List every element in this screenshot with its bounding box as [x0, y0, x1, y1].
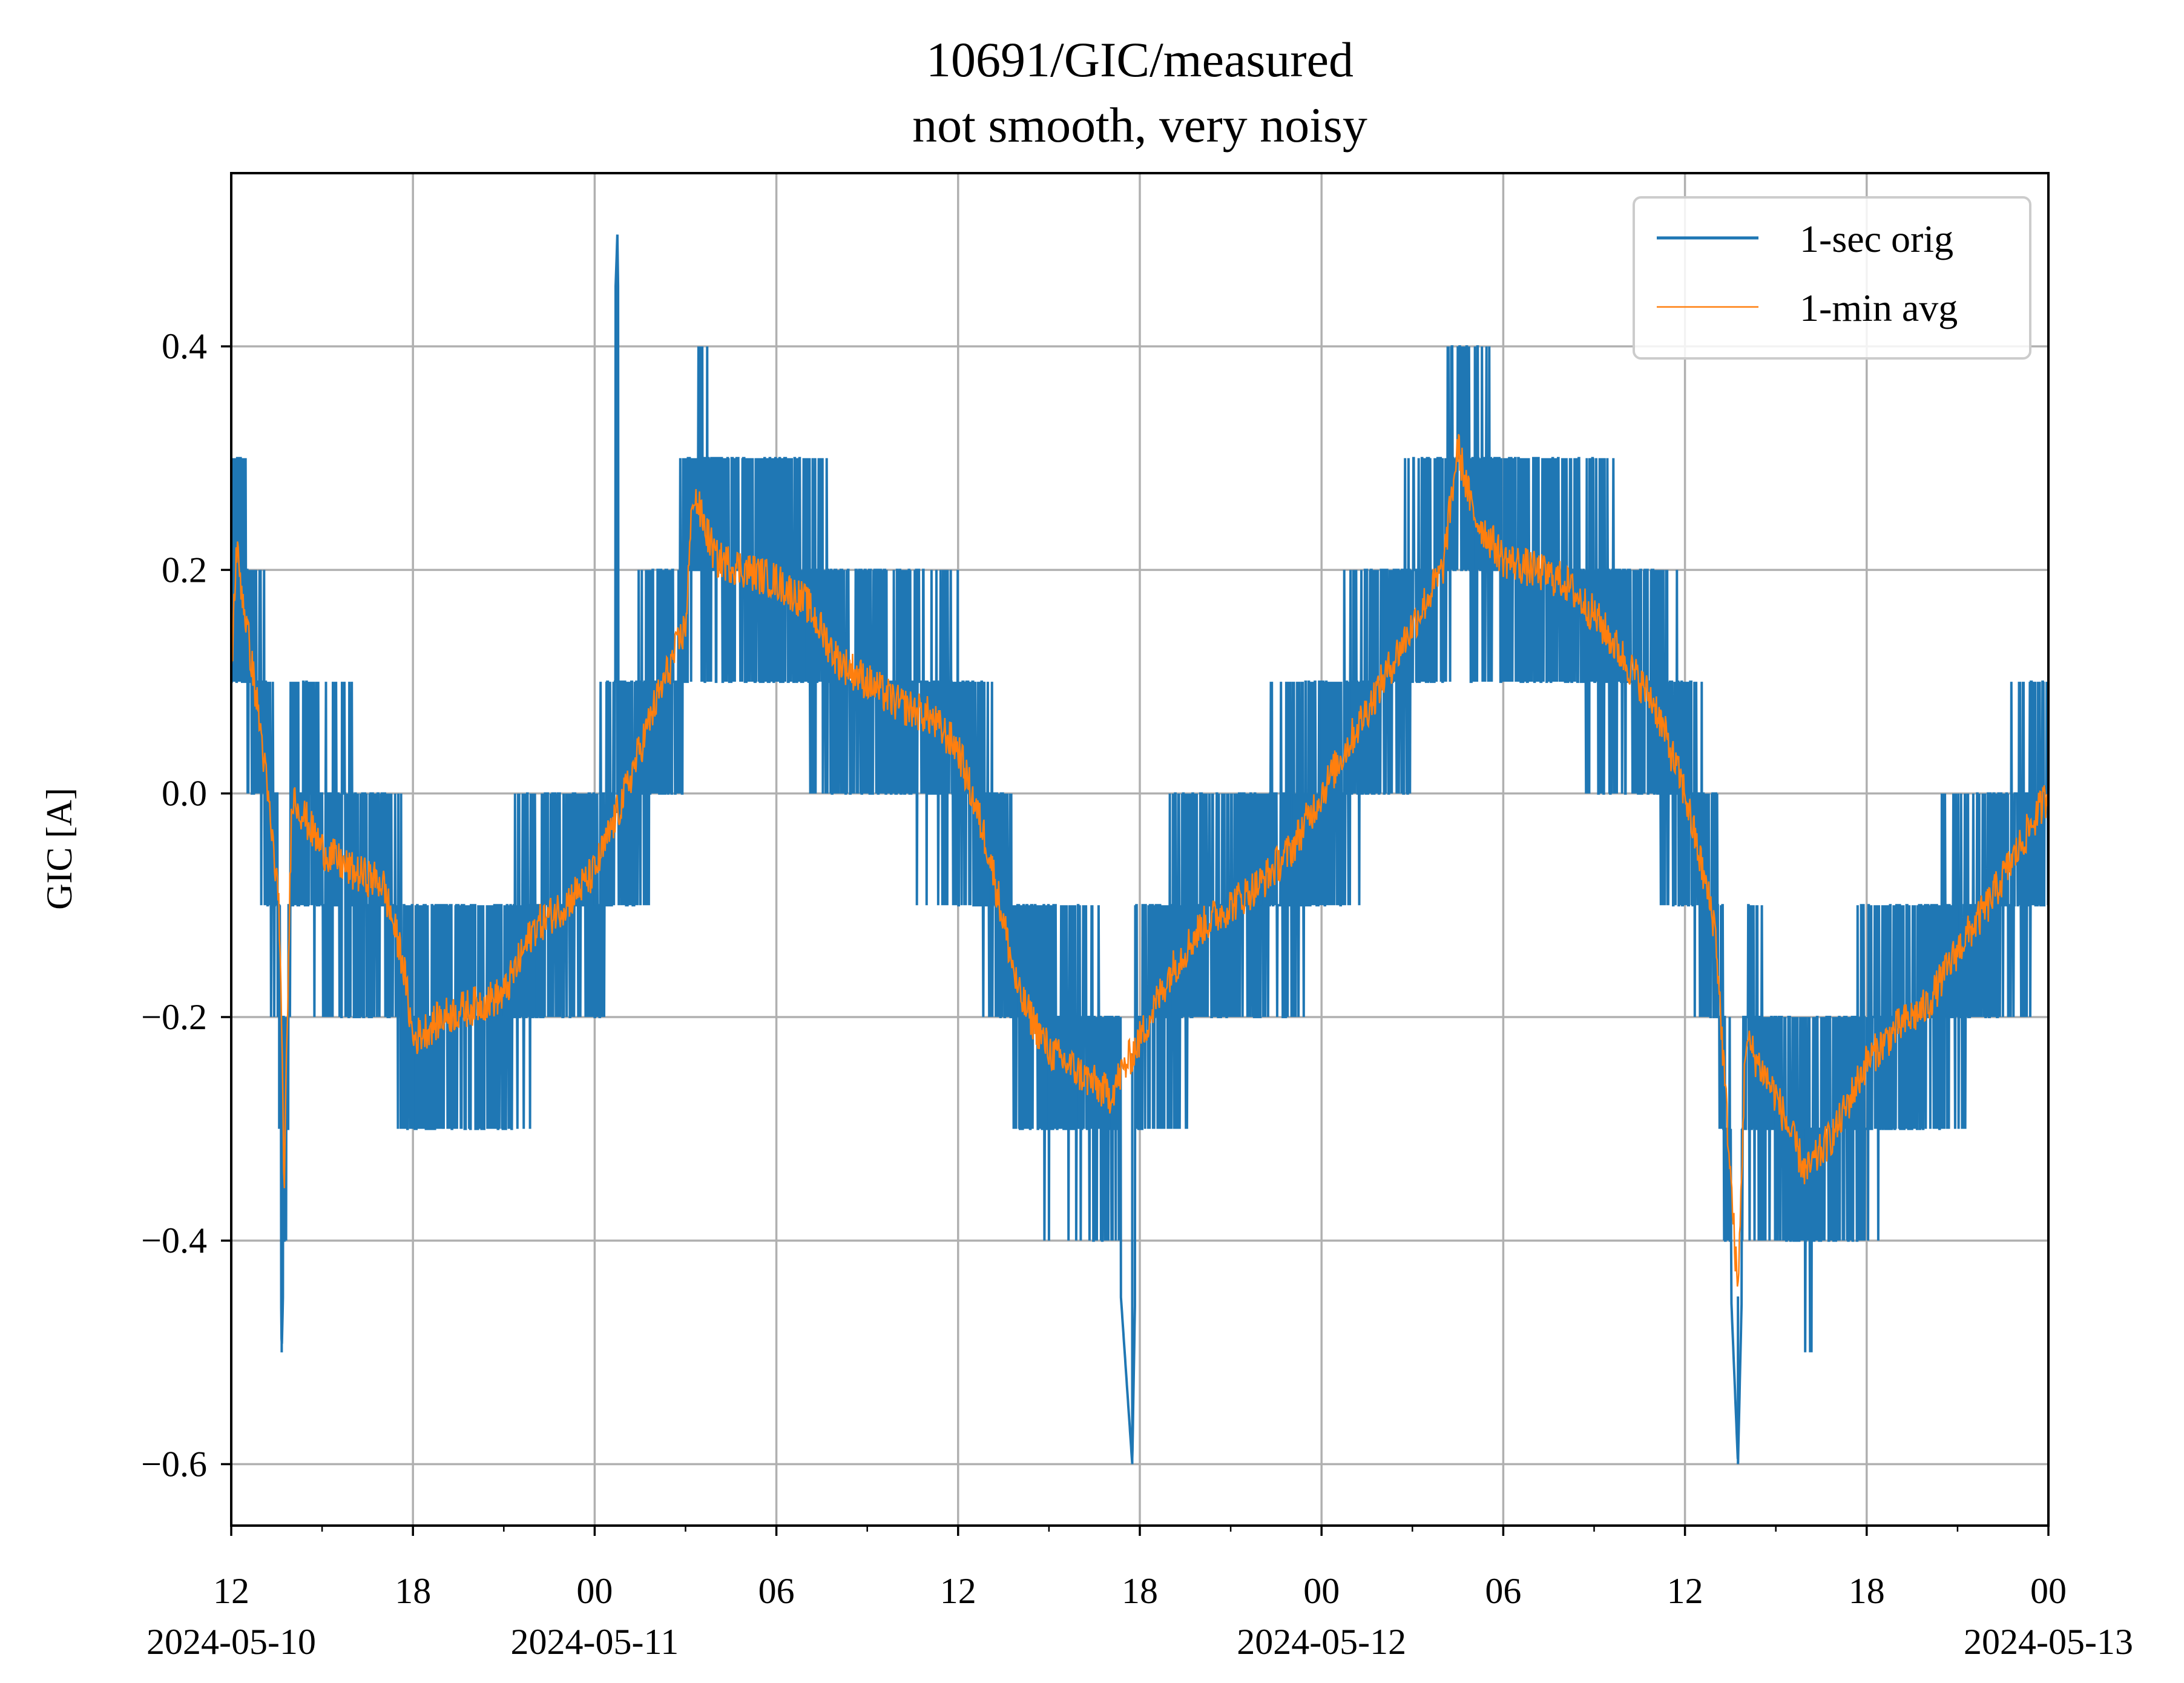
y-tick-label: 0.2: [162, 550, 207, 590]
grid-lines: [230, 173, 2050, 1526]
x-tick-date-label: 2024-05-11: [511, 1622, 679, 1662]
x-tick-label: 06: [1485, 1571, 1521, 1611]
series-1-min-avg-line: [231, 433, 2048, 1287]
x-tick-label: 18: [395, 1571, 431, 1611]
legend: 1-sec orig 1-min avg: [1633, 196, 2031, 360]
y-tick-label: −0.2: [141, 997, 207, 1037]
y-tick-label: −0.4: [141, 1220, 207, 1260]
x-tick-label: 18: [1849, 1571, 1885, 1611]
legend-label-1-min-avg: 1-min avg: [1800, 286, 1958, 329]
chart-title: 10691/GIC/measured: [926, 32, 1353, 87]
plot-data: [231, 234, 2048, 1464]
x-tick-label: 00: [1303, 1571, 1340, 1611]
axis-ticks: 12 2024-05-10 18 00 2024-05-11 06 12 18 00 2024-0…: [141, 326, 2133, 1662]
x-tick-label: 12: [1667, 1571, 1703, 1611]
y-tick-label: 0.0: [162, 774, 207, 814]
x-tick-date-label: 2024-05-12: [1237, 1622, 1406, 1662]
x-tick-label: 18: [1122, 1571, 1158, 1611]
y-tick-label: −0.6: [141, 1444, 207, 1484]
legend-label-1-sec-orig: 1-sec orig: [1800, 217, 1953, 260]
y-axis-label: GIC [A]: [39, 788, 79, 910]
x-tick-label: 00: [2030, 1571, 2067, 1611]
x-tick-date-label: 2024-05-10: [146, 1622, 316, 1662]
x-tick-label: 00: [576, 1571, 613, 1611]
y-tick-label: 0.4: [162, 326, 207, 366]
x-tick-label: 06: [758, 1571, 795, 1611]
x-tick-label: 12: [940, 1571, 976, 1611]
x-tick-label: 12: [213, 1571, 249, 1611]
x-tick-date-label: 2024-05-13: [1964, 1622, 2133, 1662]
chart-subtitle: not smooth, very noisy: [912, 97, 1367, 153]
